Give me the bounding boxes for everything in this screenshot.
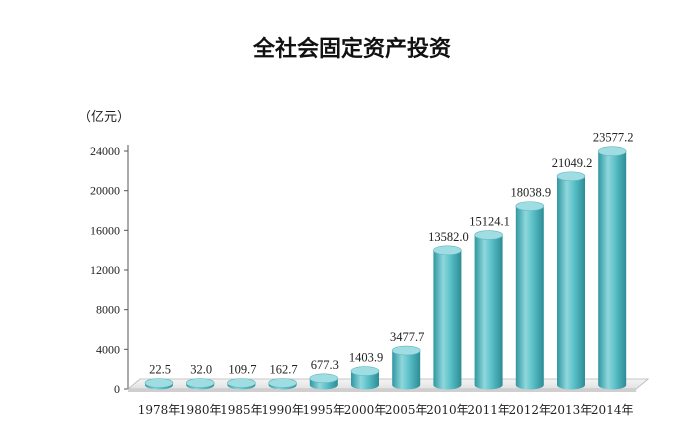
x-tick-label: 2011年 bbox=[467, 403, 510, 417]
bar-top bbox=[227, 378, 256, 388]
bar-top bbox=[474, 230, 503, 240]
data-label: 162.7 bbox=[270, 363, 298, 377]
x-tick-label: 2012年 bbox=[509, 403, 552, 417]
y-tick-label: 4000 bbox=[96, 342, 120, 356]
data-labels: 22.5 32.0 109.7 162.7 677.3 1403.9 3477.7 13582… bbox=[149, 131, 633, 377]
x-axis-ticks: 1978年1980年1985年1990年1995年2000年2005年2010年… bbox=[138, 403, 634, 417]
y-tick-label: 24000 bbox=[90, 144, 120, 158]
y-tick-label: 0 bbox=[114, 382, 120, 396]
y-tick-label: 16000 bbox=[90, 223, 120, 237]
chart-title: 全社会固定资产投资 bbox=[252, 36, 451, 62]
bar-top bbox=[433, 245, 462, 256]
data-label: 18038.9 bbox=[510, 186, 551, 200]
x-tick-label: 1985年 bbox=[220, 403, 263, 417]
bar bbox=[474, 230, 503, 390]
y-tick-label: 12000 bbox=[90, 263, 120, 277]
data-label: 109.7 bbox=[228, 363, 256, 377]
bars bbox=[144, 146, 627, 390]
x-tick-label: 1978年 bbox=[138, 403, 181, 417]
data-label: 677.3 bbox=[311, 358, 339, 372]
bar bbox=[556, 171, 586, 390]
data-label: 21049.2 bbox=[552, 156, 593, 170]
y-axis: 0 4000 8000 12000 16000 20000 24000 bbox=[90, 144, 129, 396]
bar-top bbox=[309, 373, 339, 384]
x-tick-label: 2014年 bbox=[591, 403, 634, 417]
bar-body bbox=[598, 151, 627, 390]
bar bbox=[227, 378, 256, 390]
x-tick-label: 2005年 bbox=[385, 403, 428, 417]
data-label: 22.5 bbox=[149, 363, 171, 377]
bar-body bbox=[557, 176, 585, 390]
x-tick-label: 1995年 bbox=[303, 403, 346, 417]
bar bbox=[515, 201, 545, 390]
bar bbox=[309, 373, 339, 390]
data-label: 13582.0 bbox=[428, 230, 469, 244]
bar bbox=[350, 366, 380, 390]
data-label: 32.0 bbox=[190, 363, 212, 377]
x-tick-label: 1990年 bbox=[261, 403, 304, 417]
bar bbox=[268, 378, 297, 390]
bar-top bbox=[597, 146, 627, 156]
bar-body bbox=[515, 206, 544, 390]
bar bbox=[391, 345, 421, 390]
bar-top bbox=[144, 378, 174, 388]
bar bbox=[433, 245, 462, 390]
bar-top bbox=[391, 345, 421, 356]
bar-top bbox=[515, 201, 545, 211]
bar bbox=[144, 378, 174, 390]
floor-edge bbox=[128, 389, 637, 392]
data-label: 15124.1 bbox=[469, 215, 510, 229]
bar-body bbox=[392, 350, 421, 390]
bar-top bbox=[185, 378, 215, 388]
x-tick-label: 2000年 bbox=[344, 403, 387, 417]
x-tick-label: 1980年 bbox=[179, 403, 222, 417]
y-unit-label: （亿元） bbox=[78, 110, 130, 125]
data-label: 3477.7 bbox=[390, 330, 424, 344]
bar-top bbox=[350, 366, 380, 376]
bar bbox=[185, 378, 215, 390]
bar bbox=[597, 146, 627, 390]
data-label: 23577.2 bbox=[593, 131, 634, 145]
data-label: 1403.9 bbox=[349, 351, 383, 365]
bar-top bbox=[556, 171, 586, 182]
y-tick-label: 8000 bbox=[96, 303, 120, 317]
bar-body bbox=[474, 235, 503, 390]
y-tick-label: 20000 bbox=[90, 184, 120, 198]
x-tick-label: 2013年 bbox=[550, 403, 593, 417]
bar-body bbox=[433, 250, 462, 390]
x-tick-label: 2010年 bbox=[426, 403, 469, 417]
bar-top bbox=[268, 378, 297, 388]
bar-body bbox=[351, 371, 379, 390]
